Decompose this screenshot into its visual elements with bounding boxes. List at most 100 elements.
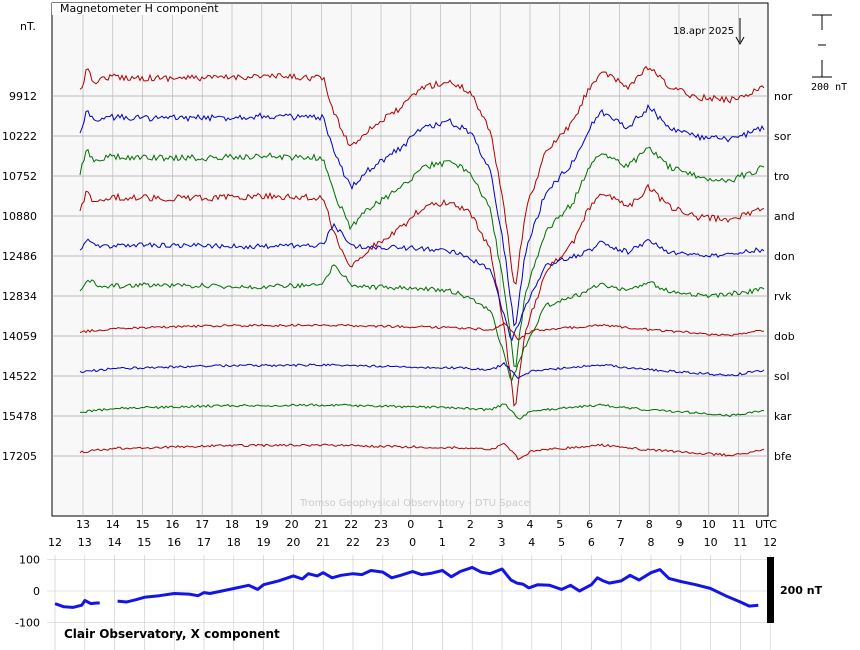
station-trace [79,264,765,382]
bottom-x-tick-label: 20 [286,536,300,549]
date-label: 18.apr 2025 [673,26,734,37]
x-tick-label: 2 [467,518,474,531]
bottom-x-tick-label: 14 [108,536,122,549]
trace-group [79,65,765,461]
baseline-labels: 9912 10222 10752 10880 12486 12834 14059 14522 1… [2,90,37,463]
x-tick-label: 3 [497,518,504,531]
bottom-x-tick-label: 7 [618,536,625,549]
bottom-x-tick-label: 1 [439,536,446,549]
chart-title: Magnetometer H component [60,2,219,15]
x-tick-label: 9 [676,518,683,531]
x-tick-labels: 13 14 15 16 17 18 19 20 21 22 23 0 1 2 3 4 5 6 7 8 9 10 11 UTC [76,518,777,531]
station-labels: nor sor tro and don rvk dob sol kar bfe [774,90,795,463]
bottom-x-tick-labels: 12 13 14 15 16 17 18 19 20 21 22 23 0 1 2 3 4 5 6 7 8 9 10 11 12 [48,536,777,549]
bottom-x-tick-label: 0 [409,536,416,549]
station-label: tro [774,170,790,183]
baseline-label: 15478 [2,410,37,423]
station-label: dob [774,330,795,343]
station-label: don [774,250,795,263]
bottom-scale-bar [767,557,774,623]
x-tick-label: 4 [527,518,534,531]
baseline-label: 9912 [9,90,37,103]
bottom-x-tick-label: 23 [376,536,390,549]
bottom-x-tick-label: 19 [257,536,271,549]
bottom-x-tick-label: 18 [227,536,241,549]
bottom-x-tick-label: 15 [137,536,151,549]
x-tick-label: 10 [702,518,716,531]
bottom-x-tick-label: 9 [677,536,684,549]
station-label: sor [774,130,791,143]
bottom-y-tick-labels: 100 0 -100 [15,554,40,630]
station-trace [79,183,765,407]
x-tick-label: 0 [407,518,414,531]
station-trace [79,103,765,327]
clair-x-panel: 12 13 14 15 16 17 18 19 20 21 22 23 0 1 2 3 4 5 6 7 8 9 10 11 12… [15,536,823,650]
x-tick-label: 20 [285,518,299,531]
x-tick-label: UTC [755,518,777,531]
bottom-x-tick-label: 5 [558,536,565,549]
h-component-panel: 9912102221075210880124861283414059145221… [2,2,847,531]
baseline-label: 10752 [2,170,37,183]
station-label: and [774,210,795,223]
bottom-x-tick-label: 11 [733,536,747,549]
x-tick-label: 23 [374,518,388,531]
baseline-label: 14059 [2,330,37,343]
x-tick-label: 8 [646,518,653,531]
bottom-x-tick-label: 21 [316,536,330,549]
x-tick-label: 17 [195,518,209,531]
scale-bar-label: 200 nT [811,82,847,93]
bottom-x-tick-label: 10 [704,536,718,549]
baseline-label: 12834 [2,290,37,303]
bottom-y-tick-label: -100 [15,617,40,630]
bottom-grid-lines [47,555,771,650]
x-tick-label: 22 [344,518,358,531]
bottom-x-tick-label: 17 [197,536,211,549]
bottom-x-tick-label: 3 [499,536,506,549]
bottom-chart-title: Clair Observatory, X component [64,627,280,641]
bottom-x-tick-label: 22 [346,536,360,549]
x-tick-label: 13 [76,518,90,531]
clair-x-trace [117,565,759,608]
x-tick-label: 6 [586,518,593,531]
y-unit-label: nT. [20,20,36,33]
baseline-label: 12486 [2,250,37,263]
bottom-x-tick-label: 4 [528,536,535,549]
station-trace [79,146,765,368]
x-tick-label: 18 [225,518,239,531]
station-label: rvk [774,290,792,303]
scale-bar [812,14,832,78]
bottom-x-tick-label: 13 [78,536,92,549]
baseline-label: 10222 [2,130,37,143]
bottom-x-tick-label: 12 [763,536,777,549]
bottom-x-tick-label: 8 [648,536,655,549]
station-trace [79,362,765,380]
plot-area [51,2,769,517]
station-trace [79,403,765,420]
station-trace [79,322,765,341]
x-tick-label: 15 [136,518,150,531]
bottom-y-tick-label: 0 [33,585,40,598]
baseline-label: 10880 [2,210,37,223]
bottom-trace-group [54,565,759,609]
station-label: sol [774,370,790,383]
x-tick-label: 11 [732,518,746,531]
bottom-scale-bar-label: 200 nT [780,584,823,597]
x-tick-label: 21 [314,518,328,531]
bottom-y-tick-label: 100 [19,554,40,567]
date-arrow-icon [735,18,745,46]
x-tick-label: 14 [106,518,120,531]
station-label: bfe [774,450,792,463]
title-box [52,3,206,15]
x-tick-label: 19 [255,518,269,531]
station-label: kar [774,410,792,423]
x-tick-label: 1 [437,518,444,531]
bottom-x-tick-label: 12 [48,536,62,549]
watermark: Tromso Geophysical Observatory - DTU Spa… [299,498,530,509]
x-tick-label: 5 [556,518,563,531]
clair-x-trace [54,599,100,609]
bottom-plot-area [47,555,790,650]
bottom-x-tick-label: 2 [469,536,476,549]
station-trace [79,222,765,342]
baseline-label: 17205 [2,450,37,463]
